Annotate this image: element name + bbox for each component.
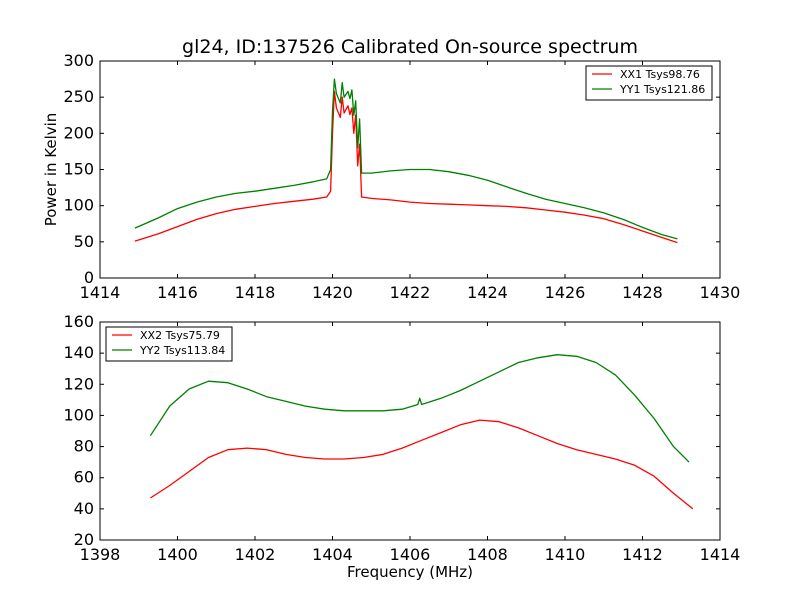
x-tick-label: 1416 (157, 283, 198, 302)
y-tick-label: 100 (63, 405, 94, 424)
legend-label: YY1 Tsys121.86 (619, 83, 705, 96)
legend-label: XX1 Tsys98.76 (620, 68, 700, 81)
x-tick-label: 1430 (700, 283, 741, 302)
x-tick-label: 1402 (235, 545, 276, 564)
y-tick-label: 160 (63, 312, 94, 331)
x-tick-label: 1418 (235, 283, 276, 302)
series-line-2 (134, 78, 678, 240)
y-tick-label: 20 (74, 530, 94, 549)
x-axis-label: Frequency (MHz) (347, 563, 473, 581)
y-tick-label: 50 (74, 232, 94, 251)
x-tick-label: 1424 (467, 283, 508, 302)
x-tick-label: 1428 (622, 283, 663, 302)
y-tick-label: 300 (63, 51, 94, 70)
x-tick-label: 1404 (312, 545, 353, 564)
x-tick-label: 1414 (80, 283, 121, 302)
x-tick-label: 1412 (622, 545, 663, 564)
y-tick-label: 140 (63, 343, 94, 362)
legend-box (105, 326, 233, 362)
series-line-1 (150, 419, 694, 510)
x-tick-label: 1420 (312, 283, 353, 302)
series-line-1 (134, 90, 678, 244)
x-tick-label: 1408 (467, 545, 508, 564)
x-tick-label: 1426 (545, 283, 586, 302)
y-tick-label: 60 (74, 468, 94, 487)
y-tick-label: 120 (63, 374, 94, 393)
y-tick-label: 100 (63, 196, 94, 215)
x-tick-label: 1400 (157, 545, 198, 564)
x-tick-label: 1406 (390, 545, 431, 564)
legend-box (585, 65, 713, 101)
y-tick-label: 200 (63, 123, 94, 142)
y-axis-label: Power in Kelvin (42, 113, 60, 227)
y-tick-label: 250 (63, 87, 94, 106)
y-tick-label: 0 (84, 268, 94, 287)
figure-title: gl24, ID:137526 Calibrated On-source spe… (182, 36, 638, 58)
series-line-2 (149, 354, 690, 463)
x-tick-label: 1398 (80, 545, 121, 564)
legend-label: YY2 Tsys113.84 (139, 344, 225, 357)
y-tick-label: 150 (63, 160, 94, 179)
upper-spectrum-plot: 1414 1416 1418 1420 1422 1424 1426 1428 1430 0 50 1… (42, 51, 740, 302)
x-tick-label: 1422 (390, 283, 431, 302)
x-tick-label: 1410 (545, 545, 586, 564)
x-tick-label: 1414 (700, 545, 741, 564)
y-tick-label: 40 (74, 499, 94, 518)
y-tick-label: 80 (74, 437, 94, 456)
legend-label: XX2 Tsys75.79 (140, 329, 220, 342)
lower-spectrum-plot: 1398 1400 1402 1404 1406 1408 1410 1412 1414 20 40… (63, 312, 740, 581)
